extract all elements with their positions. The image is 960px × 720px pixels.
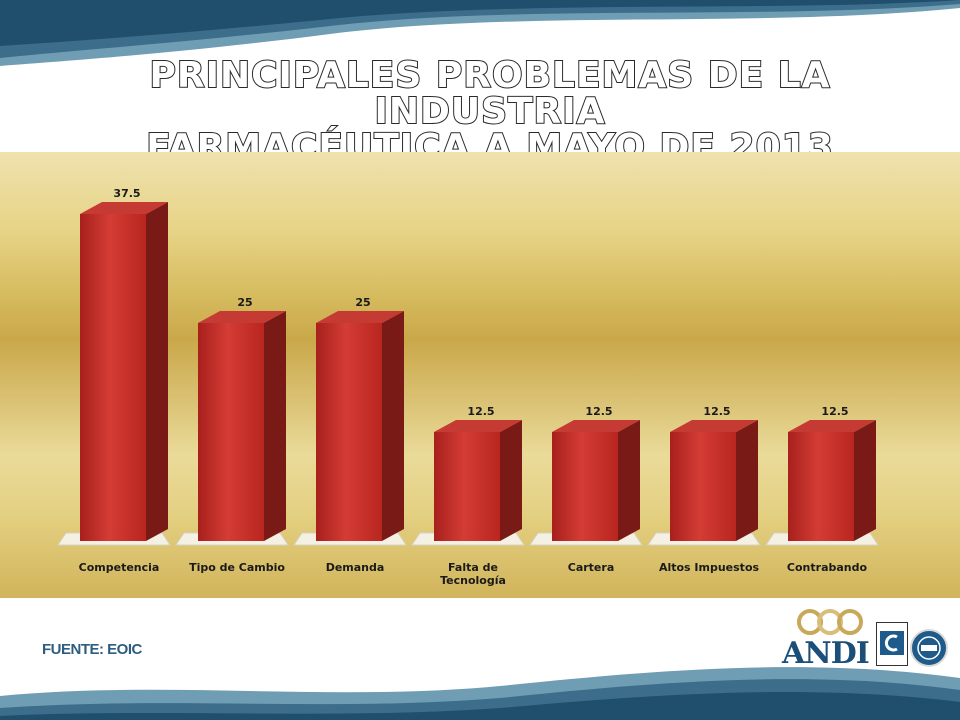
x-tick-label: Demanda xyxy=(326,561,385,574)
bar-side-face xyxy=(854,420,876,541)
bar-side-face xyxy=(736,420,758,541)
source-note: FUENTE: EOIC xyxy=(42,641,142,658)
bar-side-face xyxy=(264,311,286,541)
bar xyxy=(80,214,146,541)
bar xyxy=(316,323,382,541)
bar xyxy=(552,432,618,541)
data-label: 12.5 xyxy=(585,405,612,418)
bar-chart: 37.5 Competencia 25 Tipo de Cambio 25 Demanda… xyxy=(57,187,879,587)
x-tick-label: Contrabando xyxy=(787,561,868,574)
x-tick-label: Cartera xyxy=(568,561,615,574)
bar-top-face xyxy=(316,311,404,323)
top-wave-decoration xyxy=(0,0,960,66)
bar-top-face xyxy=(434,420,522,432)
bar-top-face xyxy=(670,420,758,432)
chart-panel: 37.5 Competencia 25 Tipo de Cambio 25 Demanda… xyxy=(0,152,960,598)
andi-logo: ANDI xyxy=(782,606,874,671)
bar-top-face xyxy=(788,420,876,432)
x-tick-label: Competencia xyxy=(79,561,160,574)
bottom-wave-decoration xyxy=(0,667,960,720)
bar xyxy=(434,432,500,541)
data-label: 25 xyxy=(355,296,370,309)
bar-side-face xyxy=(382,311,404,541)
andi-logo-text: ANDI xyxy=(782,636,870,671)
data-label: 25 xyxy=(237,296,252,309)
bar-side-face xyxy=(618,420,640,541)
bar xyxy=(670,432,736,541)
x-tick-label: Altos Impuestos xyxy=(659,561,760,574)
bar-side-face xyxy=(500,420,522,541)
bar-top-face xyxy=(198,311,286,323)
x-tick-label: Falta de Tecnología xyxy=(440,561,506,587)
bar-side-face xyxy=(146,202,168,541)
iqnet-seal-icon xyxy=(910,629,948,667)
title-line-1: PRINCIPALES PROBLEMAS DE LA INDUSTRIA xyxy=(148,55,831,132)
data-label: 12.5 xyxy=(467,405,494,418)
data-label: 12.5 xyxy=(821,405,848,418)
data-label: 37.5 xyxy=(113,187,140,200)
bar xyxy=(788,432,854,541)
data-label: 12.5 xyxy=(703,405,730,418)
x-tick-label: Tipo de Cambio xyxy=(189,561,285,574)
bar-top-face xyxy=(80,202,168,214)
icontec-seal-icon xyxy=(876,622,908,666)
slide-title: PRINCIPALES PROBLEMAS DE LA INDUSTRIA FA… xyxy=(40,55,940,167)
bar-top-face xyxy=(552,420,640,432)
bar xyxy=(198,323,264,541)
andi-rings-icon xyxy=(797,609,863,635)
